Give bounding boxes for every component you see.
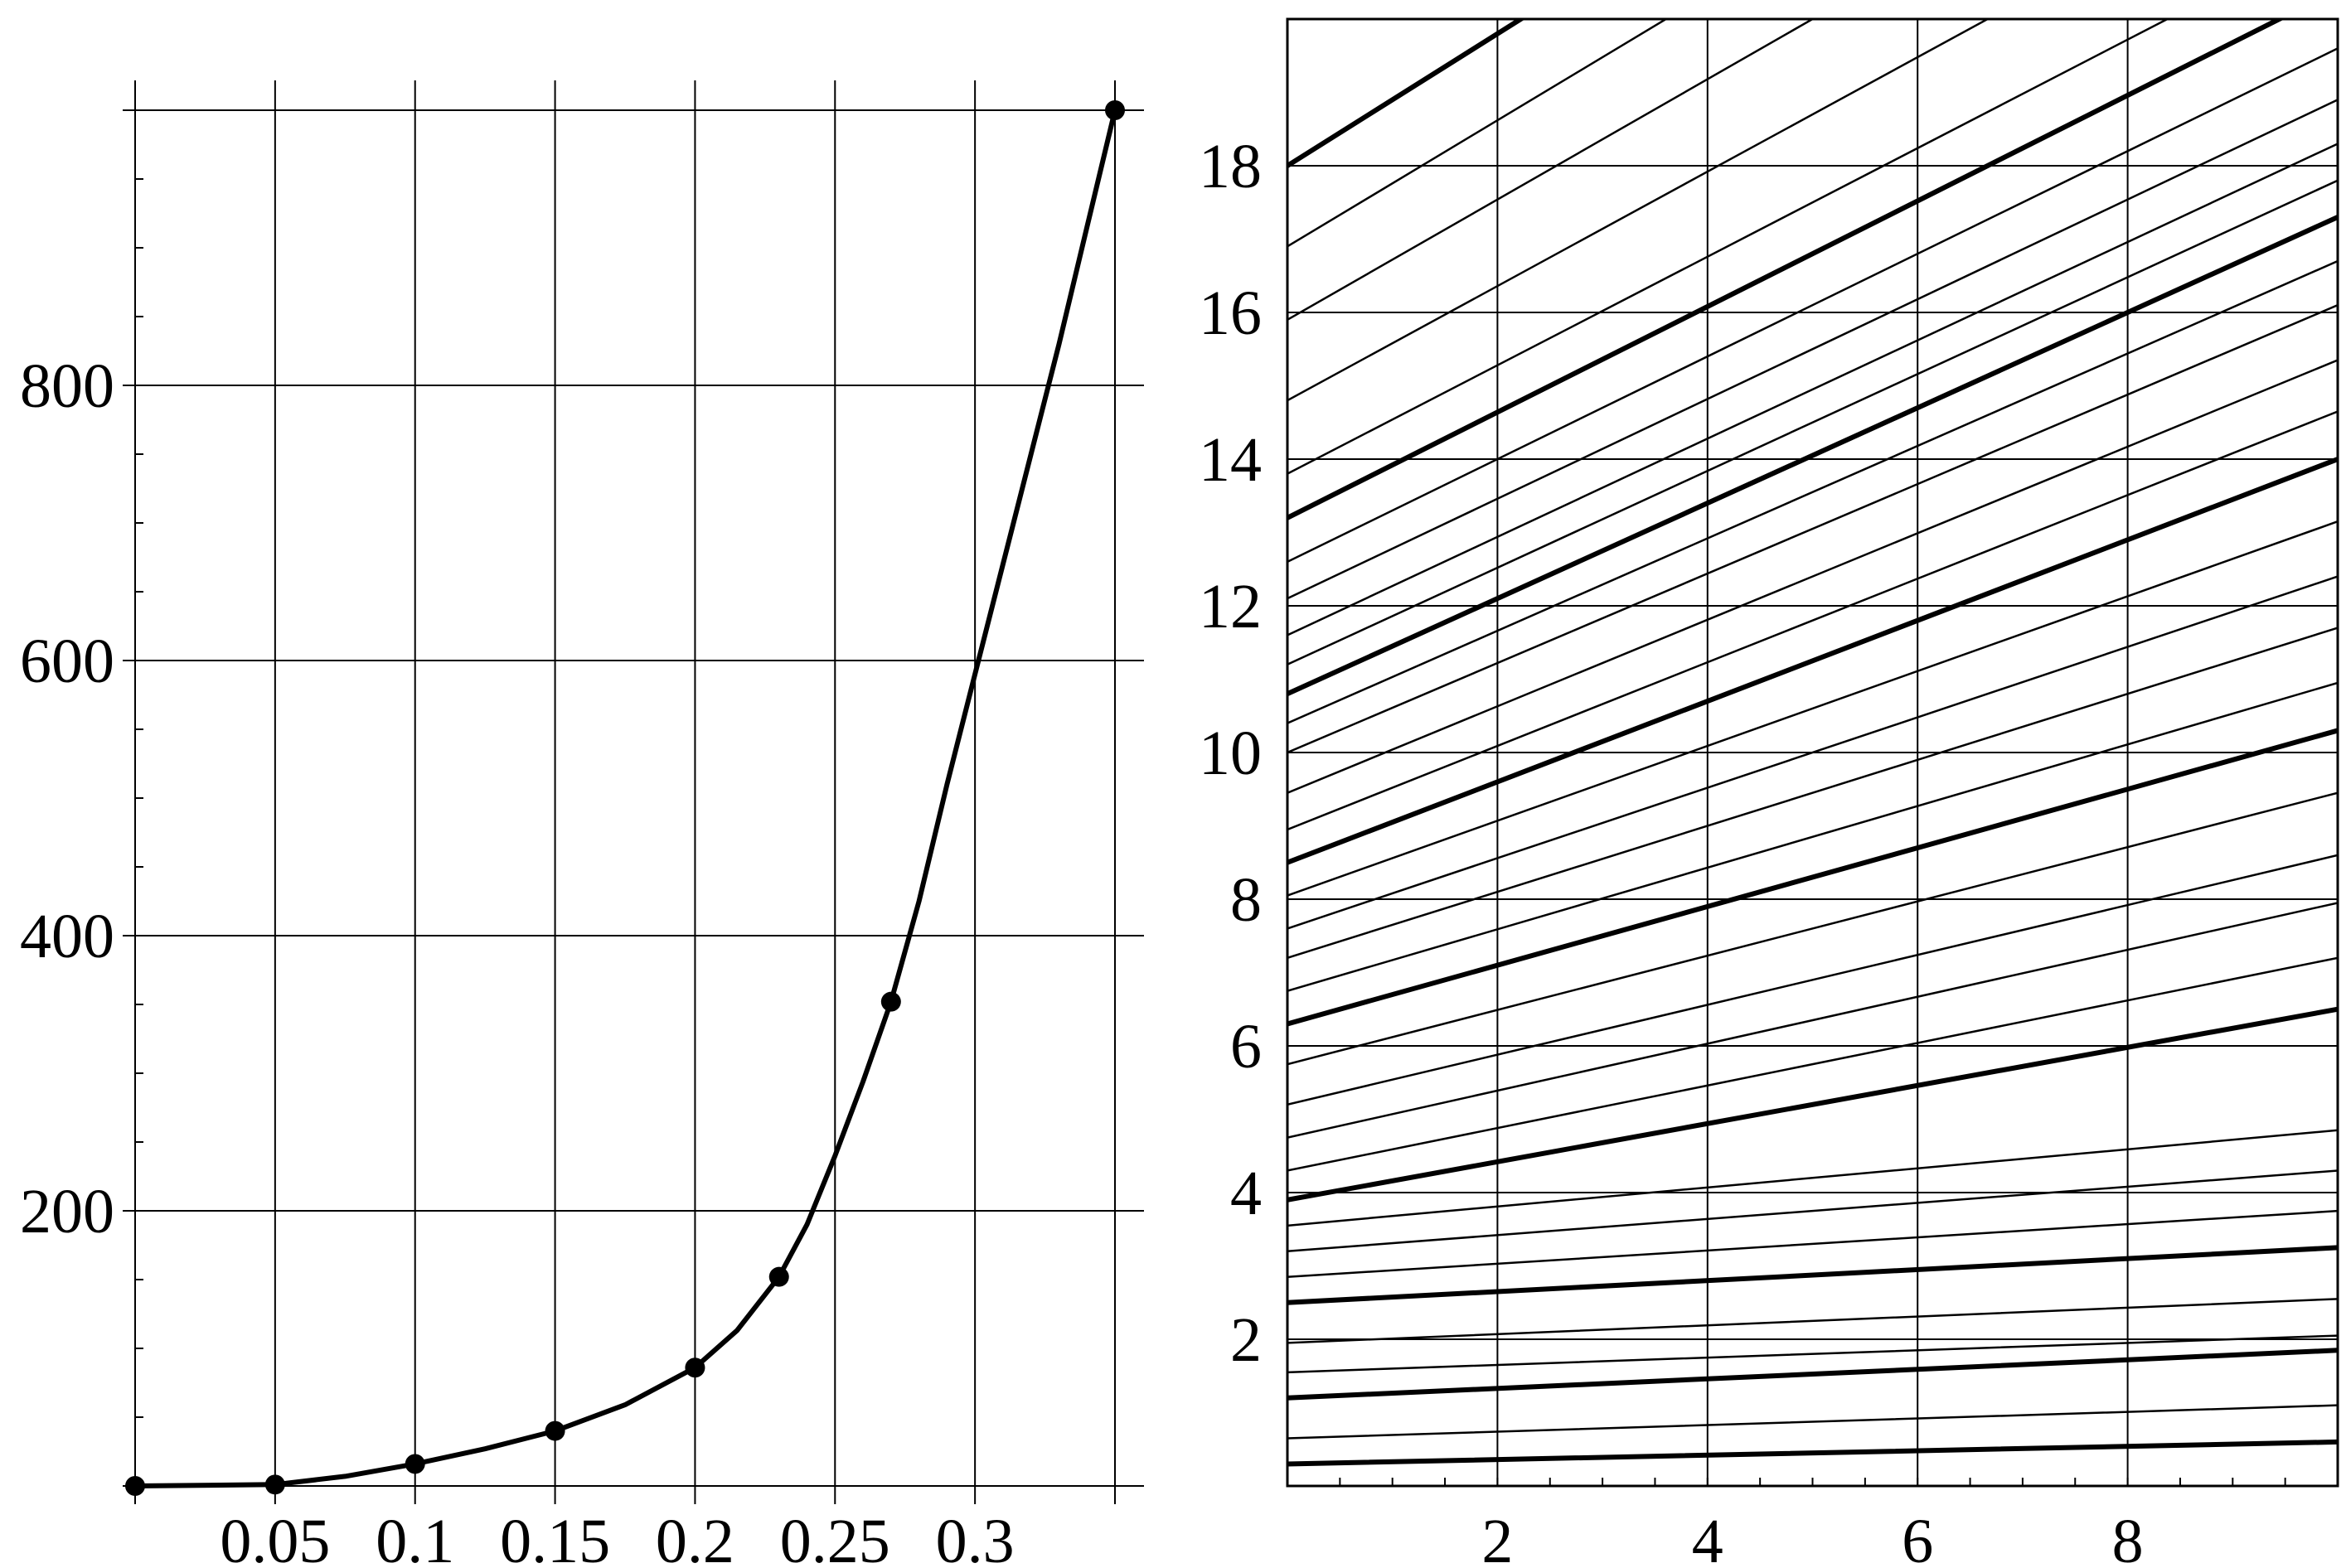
right-bold-line [1287, 214, 2338, 697]
right-thin-line [1287, 1129, 2338, 1227]
left-data-point [1105, 100, 1125, 120]
left-x-tick-label: 0.25 [780, 1507, 890, 1568]
right-series [1287, 19, 2338, 1467]
right-thin-line [1287, 303, 2338, 754]
right-y-tick-label: 10 [1199, 719, 1262, 788]
right-thin-line [1287, 179, 2338, 666]
right-y-tick-label: 8 [1230, 865, 1262, 935]
right-thin-line [1287, 410, 2338, 831]
left-chart: 0.05 0.1 0.15 0.2 0.25 0.3 200 400 600 800 [20, 80, 1144, 1568]
right-x-tick-label: 8 [2112, 1507, 2144, 1568]
right-thin-line [1287, 47, 2338, 564]
left-data-point [125, 1476, 145, 1496]
right-thin-line [1287, 520, 2338, 897]
right-bold-line [1287, 19, 2285, 520]
right-bold-line [1287, 1348, 2338, 1401]
right-x-tick-label: 2 [1481, 1507, 1513, 1568]
right-thin-line [1287, 956, 2338, 1172]
right-chart: 2 4 6 8 2 4 6 8 10 12 14 16 18 [1199, 17, 2339, 1568]
right-y-tick-label: 6 [1230, 1012, 1262, 1082]
right-bold-line [1287, 457, 2338, 865]
right-x-tick-label: 4 [1692, 1507, 1723, 1568]
right-thin-line [1287, 1298, 2338, 1344]
left-x-tick-label: 0.1 [376, 1507, 454, 1568]
right-x-tick-labels: 2 4 6 8 [1481, 1507, 2143, 1568]
left-y-tick-label: 600 [20, 627, 114, 696]
left-x-tick-label: 0.2 [656, 1507, 734, 1568]
left-data-point [880, 991, 901, 1012]
left-x-tick-labels: 0.05 0.1 0.15 0.2 0.25 0.3 [220, 1507, 1014, 1568]
right-y-tick-label: 14 [1199, 425, 1262, 495]
right-thin-line [1287, 359, 2338, 794]
left-x-tick-label: 0.05 [220, 1507, 330, 1568]
left-x-tick-label: 0.3 [936, 1507, 1015, 1568]
right-bold-line [1287, 728, 2338, 1027]
right-y-tick-label: 16 [1199, 278, 1262, 348]
left-y-tick-label: 200 [20, 1177, 114, 1246]
right-y-tick-label: 12 [1199, 572, 1262, 641]
right-thin-line [1287, 19, 1815, 322]
right-bold-line [1287, 1245, 2338, 1305]
right-thin-line [1287, 19, 2170, 475]
right-thin-line [1287, 259, 2338, 724]
right-thin-line [1287, 1334, 2338, 1374]
left-data-point [545, 1420, 565, 1441]
right-x-tick-label: 6 [1902, 1507, 1933, 1568]
left-series-curve [134, 109, 1117, 1488]
right-bold-line [1287, 1439, 2338, 1467]
right-y-tick-label: 2 [1230, 1305, 1262, 1375]
left-data-point [768, 1266, 789, 1287]
right-y-tick-label: 18 [1199, 132, 1262, 201]
right-thin-line [1287, 143, 2338, 636]
right-thin-line [1287, 99, 2338, 600]
right-thin-line [1287, 1404, 2338, 1440]
left-y-tick-labels: 200 400 600 800 [20, 351, 114, 1246]
right-thin-line [1287, 19, 1669, 248]
right-y-tick-labels: 2 4 6 8 10 12 14 16 18 [1199, 132, 1262, 1375]
right-thin-line [1287, 19, 1990, 402]
left-data-point [405, 1454, 425, 1474]
left-data-point [685, 1357, 705, 1378]
right-thin-line [1287, 681, 2338, 992]
left-x-tick-label: 0.15 [500, 1507, 610, 1568]
right-bold-line [1287, 19, 1526, 168]
left-y-tick-label: 800 [20, 351, 114, 421]
right-thin-line [1287, 1169, 2338, 1253]
right-thin-line [1287, 1209, 2338, 1279]
right-thin-line [1287, 627, 2338, 960]
right-thin-line [1287, 902, 2338, 1139]
right-thin-line [1287, 575, 2338, 930]
left-grid [123, 80, 1144, 1504]
right-thin-line [1287, 791, 2338, 1066]
right-thin-line [1287, 854, 2338, 1106]
left-data-point [264, 1474, 285, 1495]
right-bold-line [1287, 1006, 2338, 1203]
left-y-tick-label: 400 [20, 902, 114, 971]
left-series [125, 100, 1125, 1496]
right-y-tick-label: 4 [1230, 1159, 1262, 1228]
